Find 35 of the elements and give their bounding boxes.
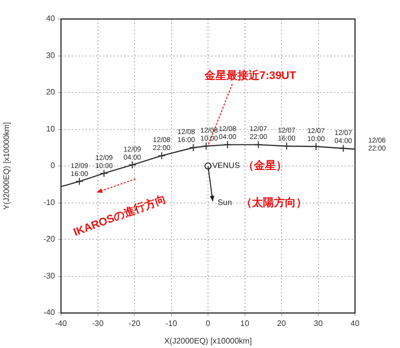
point (158, 152, 166, 160)
point (100, 169, 108, 178)
annotation: VENUS (212, 161, 240, 170)
point (128, 160, 136, 169)
x-tick-label: 40 (350, 319, 360, 328)
x-tick-label: 0 (206, 319, 211, 328)
y-tick-label: 0 (50, 161, 56, 170)
y-axis-title: Y(J2000EQ) [x10000km] (2, 122, 12, 210)
annotation: Sun (218, 198, 232, 207)
point (339, 144, 348, 152)
annotation: 金星最接近7:39UT (203, 68, 296, 82)
point (75, 177, 84, 186)
point (223, 140, 232, 149)
x-axis-title: X(J2000EQ) [x10000km] (164, 336, 252, 346)
x-tick-label: -40 (55, 319, 68, 328)
point (254, 140, 262, 149)
y-tick-label: -40 (43, 308, 56, 318)
y-tick-label: 10 (46, 124, 56, 134)
y-tick-label: 20 (46, 88, 56, 97)
x-tick-label: 10 (240, 319, 250, 328)
y-tick-label: -20 (43, 234, 56, 244)
point (282, 142, 291, 150)
x-tick-label: 30 (314, 319, 324, 328)
x-tick-label: -10 (165, 319, 178, 328)
annotation: （太陽方向） (241, 196, 308, 209)
point (189, 144, 198, 152)
x-tick-label: -20 (128, 319, 141, 328)
y-tick-label: 30 (46, 50, 56, 60)
y-tick-label: -30 (43, 271, 56, 280)
point (202, 142, 210, 150)
x-tick-label: 20 (277, 319, 286, 328)
x-tick-label: -30 (92, 319, 104, 328)
y-tick-label: -10 (43, 198, 56, 207)
y-tick-label: 40 (46, 14, 56, 24)
annotation: （金星） (242, 159, 287, 172)
